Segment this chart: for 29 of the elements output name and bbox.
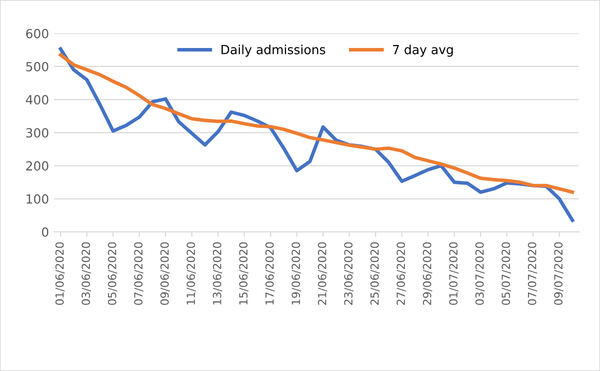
y-tick-label: 300 [26,128,48,138]
x-tick-label: 03/06/2020 [82,242,91,305]
x-tick-label: 13/06/2020 [212,242,222,304]
x-tick-label: 29/06/2020 [422,242,432,305]
y-tick-label: 600 [26,28,48,38]
y-tick-label: 400 [26,95,48,104]
x-tick-label: 27/06/2020 [396,242,406,305]
legend-label: Daily admissions [222,44,326,57]
y-tick-label: 100 [26,194,48,204]
x-tick-label: 25/06/2020 [370,242,380,305]
x-tick-label: 19/06/2020 [292,242,301,304]
y-tick-label: 0 [42,227,48,237]
y-tick-label: 500 [26,62,48,72]
x-tick-label: 09/07/2020 [554,242,564,305]
x-tick-label: 21/06/2020 [318,242,328,305]
legend-label: 7 day avg [393,44,453,57]
y-tick-label: 200 [26,161,48,171]
x-tick-label: 07/07/2020 [528,242,538,305]
x-tick-label: 05/06/2020 [108,242,118,305]
x-tick-label: 07/06/2020 [134,242,144,305]
x-tick-label: 03/07/2020 [475,242,485,305]
x-tick-label: 23/06/2020 [344,242,354,305]
x-tick-label: 11/06/2020 [186,242,196,304]
x-tick-label: 01/07/2020 [449,242,458,305]
x-tick-label: 01/06/2020 [55,242,65,305]
x-tick-label: 09/06/2020 [160,242,170,305]
x-tick-label: 17/06/2020 [265,242,275,304]
x-tick-label: 15/06/2020 [239,242,248,304]
x-tick-label: 05/07/2020 [502,242,511,305]
